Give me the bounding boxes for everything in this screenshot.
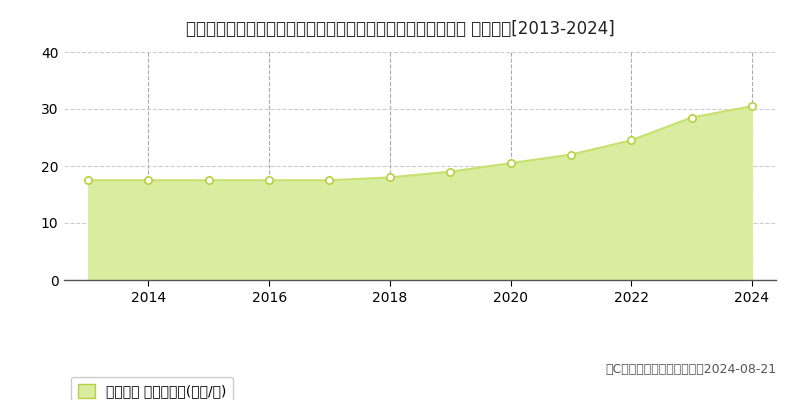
Text: （C）土地価格ドットコム　2024-08-21: （C）土地価格ドットコム 2024-08-21 bbox=[605, 363, 776, 376]
Point bbox=[504, 160, 517, 166]
Point bbox=[746, 103, 758, 109]
Point bbox=[625, 137, 638, 144]
Point bbox=[383, 174, 396, 181]
Text: 北海道札幌市北区新琛似５条８丁目４８８番５０外　地価公示 地価推移[2013-2024]: 北海道札幌市北区新琛似５条８丁目４８８番５０外 地価公示 地価推移[2013-2… bbox=[186, 20, 614, 38]
Point bbox=[323, 177, 336, 184]
Legend: 地価公示 平均坪単価(万円/坪): 地価公示 平均坪単価(万円/坪) bbox=[71, 377, 233, 400]
Point bbox=[202, 177, 215, 184]
Point bbox=[444, 168, 457, 175]
Point bbox=[262, 177, 275, 184]
Point bbox=[142, 177, 155, 184]
Point bbox=[685, 114, 698, 121]
Point bbox=[565, 152, 578, 158]
Point bbox=[82, 177, 94, 184]
